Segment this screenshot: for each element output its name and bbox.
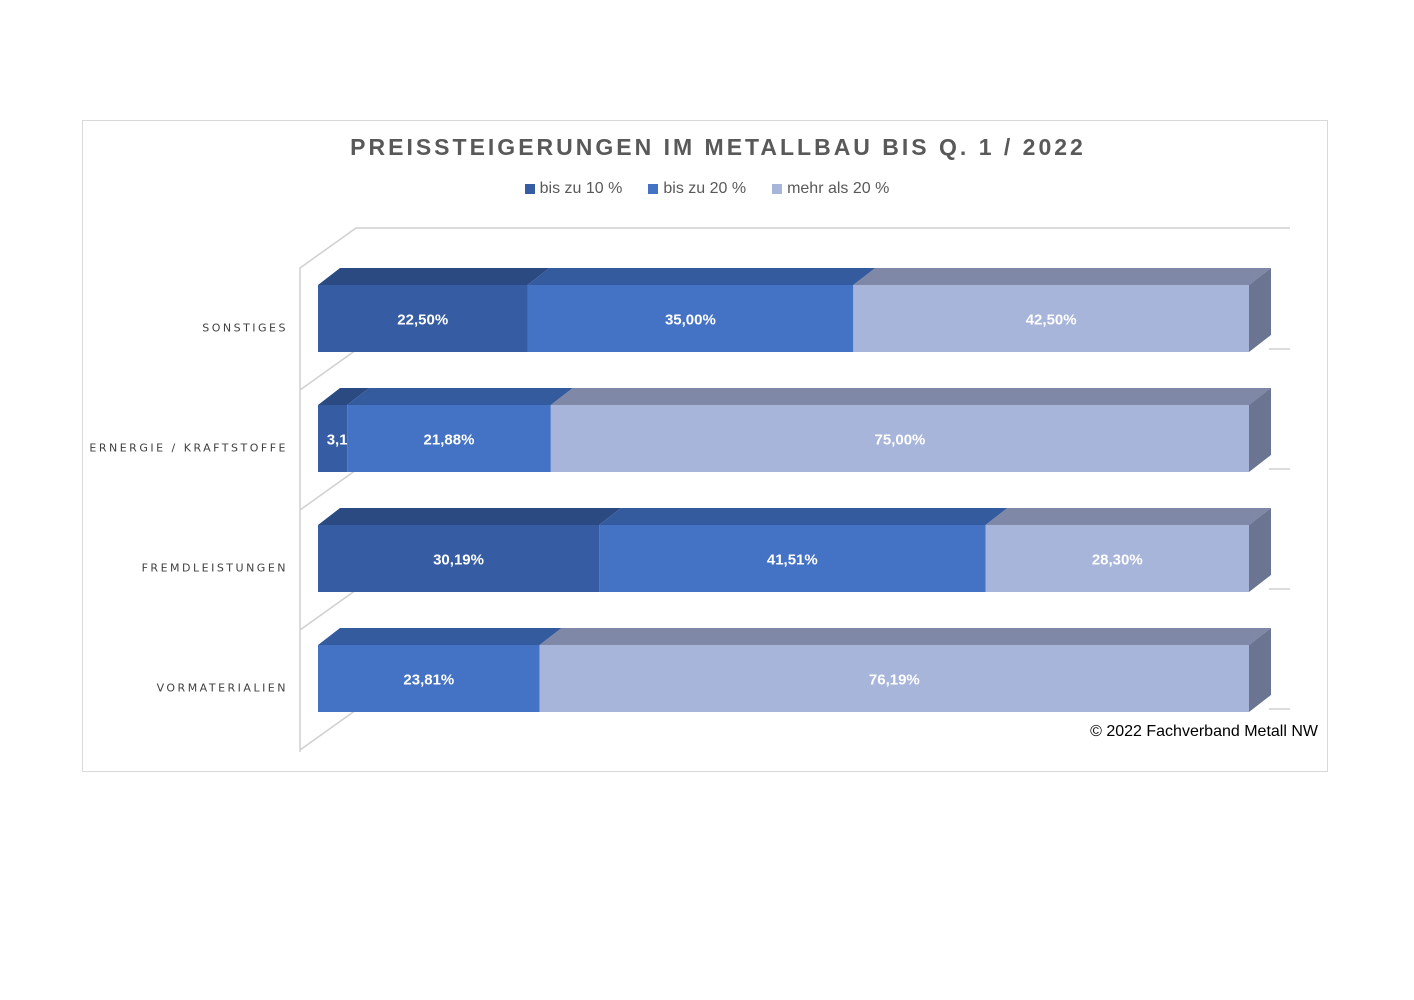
bar-segment <box>985 525 1249 592</box>
grid-floor-diagonal <box>299 349 357 391</box>
grid-floor-diagonal <box>299 709 357 751</box>
legend-item-bis-20: bis zu 20 % <box>648 180 746 198</box>
data-label: 28,30% <box>1092 552 1143 569</box>
bar-top-face <box>539 628 1271 645</box>
legend-swatch <box>648 184 659 194</box>
bar-segment <box>550 405 1250 472</box>
bar-top-face <box>318 388 370 405</box>
legend-label: mehr als 20 % <box>787 180 890 197</box>
grid-floor-diagonal <box>299 469 357 511</box>
bar-side-face <box>1249 268 1271 352</box>
legend-swatch <box>524 184 535 194</box>
bar-top-face <box>527 268 876 285</box>
data-label: 41,51% <box>767 552 818 569</box>
bar-top-face <box>599 508 1008 525</box>
category-label: FREMDLEISTUNGEN <box>142 562 288 575</box>
bar-top-face <box>318 628 562 645</box>
data-label: 76,19% <box>869 672 920 689</box>
legend-item-mehr-20: mehr als 20 % <box>772 180 889 198</box>
bar-segment <box>539 645 1249 712</box>
data-label: 35,00% <box>665 312 716 329</box>
bar-segment <box>599 525 986 592</box>
bar-side-face <box>1249 628 1271 712</box>
category-label: VORMATERIALIEN <box>157 682 288 695</box>
legend: bis zu 10 % bis zu 20 % mehr als 20 % <box>0 180 1414 198</box>
data-label: 42,50% <box>1026 312 1077 329</box>
category-label: ERNERGIE / KRAFTSTOFFE <box>89 442 288 455</box>
category-label: SONSTIGES <box>202 322 288 335</box>
bar-segment <box>318 405 348 472</box>
data-label: 75,00% <box>875 432 926 449</box>
bar-top-face <box>550 388 1272 405</box>
legend-item-bis-10: bis zu 10 % <box>524 180 623 198</box>
copyright-text: © 2022 Fachverband Metall NW <box>1090 723 1318 740</box>
legend-swatch <box>772 184 783 194</box>
bar-top-face <box>347 388 573 405</box>
grid-floor-diagonal <box>299 589 357 631</box>
bar-segment <box>318 645 540 712</box>
data-label: 30,19% <box>433 552 484 569</box>
bar-segment <box>318 525 600 592</box>
bar-side-face <box>1249 388 1271 472</box>
bar-segment <box>318 285 528 352</box>
bar-top-face <box>318 268 550 285</box>
bar-segment <box>853 285 1249 352</box>
data-label: 22,50% <box>397 312 448 329</box>
bar-top-face <box>985 508 1271 525</box>
bar-segment <box>347 405 551 472</box>
bar-top-face <box>318 508 622 525</box>
bar-segment <box>527 285 854 352</box>
data-label: 23,81% <box>403 672 454 689</box>
legend-label: bis zu 10 % <box>539 180 623 197</box>
bar-side-face <box>1249 508 1271 592</box>
legend-label: bis zu 20 % <box>663 180 747 197</box>
data-label: 21,88% <box>424 432 475 449</box>
bar-top-face <box>853 268 1271 285</box>
chart-title: PREISSTEIGERUNGEN IM METALLBAU BIS Q. 1 … <box>350 134 1086 160</box>
